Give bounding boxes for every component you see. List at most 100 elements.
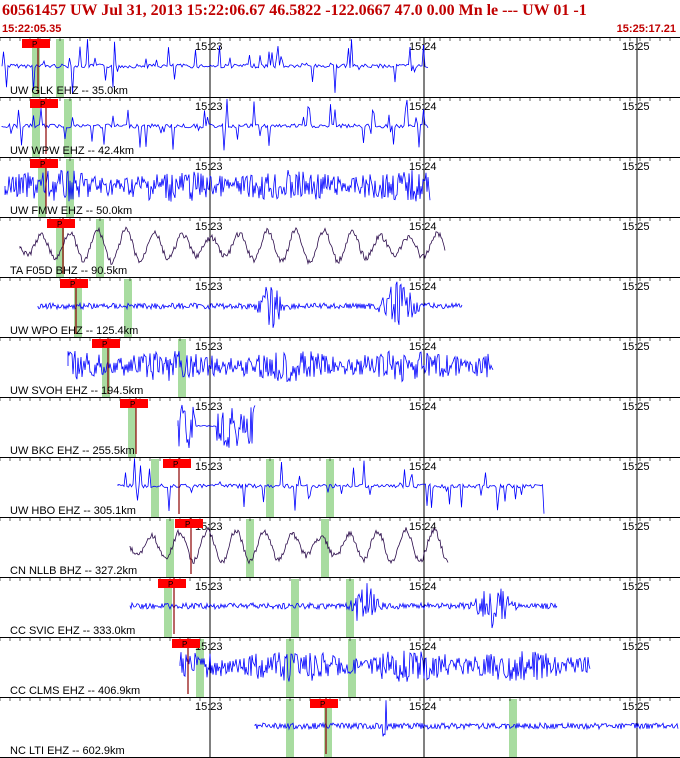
station-label: UW GLK EHZ -- 35.0km	[10, 85, 128, 97]
pick-flag	[30, 99, 58, 108]
start-time: 15:22:05.35	[2, 23, 62, 35]
waveform	[67, 350, 494, 383]
station-label: UW FMW EHZ -- 50.0km	[10, 205, 132, 217]
station-label: UW SVOH EHZ -- 194.5km	[10, 385, 143, 397]
time-tick-label: 15:24	[409, 701, 437, 713]
time-tick-label: 15:25	[622, 161, 650, 173]
phase-window	[124, 279, 132, 337]
time-tick-label: 15:25	[622, 401, 650, 413]
waveform	[177, 404, 256, 449]
phase-window	[166, 519, 174, 577]
time-tick-label: 15:25	[622, 641, 650, 653]
time-tick-label: 15:24	[409, 641, 437, 653]
phase-window	[96, 219, 104, 277]
trace-row: 15:23 15:24 15:25 P UW WPW EHZ -- 42.4km	[0, 98, 680, 158]
phase-window	[164, 579, 172, 637]
time-tick-label: 15:24	[409, 41, 437, 53]
pick-label: P	[40, 100, 45, 109]
time-tick-label: 15:23	[195, 221, 223, 233]
time-tick-label: 15:25	[622, 461, 650, 473]
trace-row: 15:23 15:24 15:25 P TA F05D BHZ -- 90.5km	[0, 218, 680, 278]
time-tick-label: 15:25	[622, 581, 650, 593]
phase-window	[102, 339, 110, 397]
pick-label: P	[32, 40, 37, 49]
pick-label: P	[40, 160, 45, 169]
trace-row: 15:23 15:24 15:25 P UW GLK EHZ -- 35.0km	[0, 38, 680, 98]
station-label: UW WPO EHZ -- 125.4km	[10, 325, 138, 337]
trace-row: 15:23 15:24 15:25 P CC SVIC EHZ -- 333.0km	[0, 578, 680, 638]
station-label: TA F05D BHZ -- 90.5km	[10, 265, 127, 277]
phase-window	[266, 459, 274, 517]
phase-window	[246, 519, 254, 577]
station-label: CN NLLB BHZ -- 327.2km	[10, 565, 137, 577]
waveform	[129, 526, 449, 565]
time-tick-label: 15:24	[409, 461, 437, 473]
time-tick-label: 15:23	[195, 281, 223, 293]
phase-window	[128, 399, 136, 457]
time-tick-label: 15:23	[195, 161, 223, 173]
trace-row: 15:23 15:24 15:25 P UW SVOH EHZ -- 194.5km	[0, 338, 680, 398]
pick-label: P	[182, 640, 187, 649]
time-tick-label: 15:25	[622, 521, 650, 533]
trace-row: 15:23 15:24 15:25 P NC LTI EHZ -- 602.9km	[0, 698, 680, 758]
time-tick-label: 15:24	[409, 101, 437, 113]
pick-label: P	[173, 460, 178, 469]
station-label: UW BKC EHZ -- 255.5km	[10, 445, 135, 457]
time-tick-label: 15:24	[409, 221, 437, 233]
header: 60561457 UW Jul 31, 2013 15:22:06.67 46.…	[0, 0, 680, 38]
time-tick-label: 15:25	[622, 101, 650, 113]
pick-label: P	[320, 700, 325, 709]
time-tick-label: 15:24	[409, 581, 437, 593]
pick-flag	[158, 579, 186, 588]
station-label: CC CLMS EHZ -- 406.9km	[10, 685, 140, 697]
station-label: UW HBO EHZ -- 305.1km	[10, 505, 136, 517]
time-tick-label: 15:25	[622, 221, 650, 233]
time-tick-label: 15:25	[622, 341, 650, 353]
pick-flag	[310, 699, 338, 708]
time-tick-label: 15:25	[622, 41, 650, 53]
pick-label: P	[168, 580, 173, 589]
pick-flag	[30, 159, 58, 168]
trace-row: 15:23 15:24 15:25 P UW WPO EHZ -- 125.4km	[0, 278, 680, 338]
pick-flag	[60, 279, 88, 288]
pick-label: P	[70, 280, 75, 289]
time-tick-label: 15:23	[195, 701, 223, 713]
time-tick-label: 15:25	[622, 281, 650, 293]
waveform	[19, 226, 446, 265]
time-tick-label: 15:24	[409, 161, 437, 173]
pick-label: P	[102, 340, 107, 349]
pick-flag	[172, 639, 200, 648]
time-tick-label: 15:24	[409, 341, 437, 353]
time-tick-label: 15:24	[409, 401, 437, 413]
waveform	[4, 169, 431, 202]
phase-window	[346, 579, 354, 637]
pick-label: P	[185, 520, 190, 529]
waveform	[1, 39, 429, 94]
phase-window	[151, 459, 159, 517]
waveform	[129, 583, 558, 629]
phase-window	[32, 99, 40, 157]
pick-flag	[22, 39, 50, 48]
time-tick-label: 15:23	[195, 641, 223, 653]
phase-window	[348, 639, 356, 697]
time-tick-label: 15:23	[195, 41, 223, 53]
time-tick-label: 15:24	[409, 281, 437, 293]
trace-row: 15:23 15:24 15:25 P UW BKC EHZ -- 255.5km	[0, 398, 680, 458]
trace-row: 15:23 15:24 15:25 P UW FMW EHZ -- 50.0km	[0, 158, 680, 218]
waveform	[117, 458, 545, 514]
event-title: 60561457 UW Jul 31, 2013 15:22:06.67 46.…	[2, 2, 587, 19]
pick-flag	[175, 519, 203, 528]
phase-window	[56, 39, 64, 97]
pick-flag	[92, 339, 120, 348]
time-tick-label: 15:23	[195, 461, 223, 473]
phase-window	[32, 39, 40, 97]
pick-label: P	[57, 220, 62, 229]
pick-label: P	[130, 400, 135, 409]
pick-flag	[47, 219, 75, 228]
waveform	[254, 700, 679, 737]
station-label: CC SVIC EHZ -- 333.0km	[10, 625, 135, 637]
phase-window	[38, 159, 46, 217]
phase-window	[56, 219, 64, 277]
